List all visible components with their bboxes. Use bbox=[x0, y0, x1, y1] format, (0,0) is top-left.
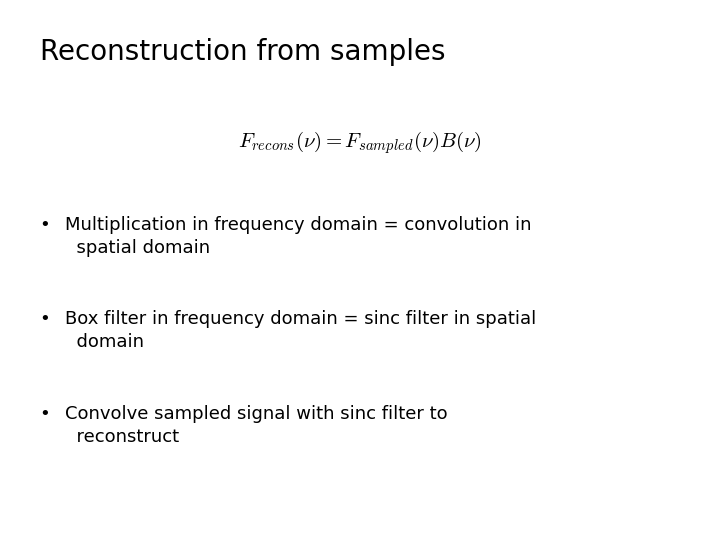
Text: •: • bbox=[40, 310, 50, 328]
Text: $F_{recons}(\nu) = F_{sampled}(\nu)B(\nu)$: $F_{recons}(\nu) = F_{sampled}(\nu)B(\nu… bbox=[238, 130, 482, 157]
Text: Convolve sampled signal with sinc filter to
  reconstruct: Convolve sampled signal with sinc filter… bbox=[65, 405, 447, 446]
Text: Reconstruction from samples: Reconstruction from samples bbox=[40, 38, 445, 66]
Text: Multiplication in frequency domain = convolution in
  spatial domain: Multiplication in frequency domain = con… bbox=[65, 216, 531, 257]
Text: •: • bbox=[40, 216, 50, 234]
Text: Box filter in frequency domain = sinc filter in spatial
  domain: Box filter in frequency domain = sinc fi… bbox=[65, 310, 536, 352]
Text: •: • bbox=[40, 405, 50, 423]
